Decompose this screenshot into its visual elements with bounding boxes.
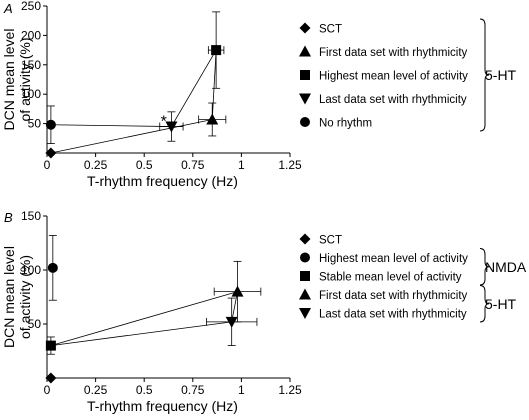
legend-label: SCT (319, 235, 342, 247)
group-label: NMDA (485, 259, 527, 275)
y-tick-label: 50 (28, 117, 42, 131)
y-tick-label: 250 (21, 0, 41, 13)
connection-line (50, 119, 213, 154)
y-tick-label: 150 (21, 209, 41, 223)
legend-label: Last data set with rhythmicity (319, 94, 467, 106)
x-tick-label: 0.5 (136, 383, 153, 397)
x-tick-label: 1 (238, 158, 245, 172)
connection-line (171, 49, 217, 127)
connection-line (231, 291, 238, 322)
x-tick-label: 0.5 (136, 158, 153, 172)
legend-label: Last data set with rhythmicity (319, 309, 467, 321)
x-axis-label: T-rhythm frequency (Hz) (87, 398, 238, 414)
connection-line (50, 291, 238, 346)
x-tick-label: 0.75 (181, 383, 205, 397)
y-axis-label: DCN mean level (1, 246, 17, 348)
legend-marker-square (300, 271, 310, 281)
group-label: 5-HT (485, 67, 517, 83)
connection-line (50, 124, 172, 127)
y-axis-label: of activity (%) (17, 255, 33, 339)
panel-label-B: B (4, 210, 13, 225)
legend-marker-diamond (299, 22, 311, 34)
legend-marker-triangle-up (299, 288, 311, 300)
legend-marker-square (300, 70, 310, 80)
legend-label: Stable mean level of activity (319, 272, 462, 284)
y-tick-label: 50 (28, 317, 42, 331)
data-point-triangle-down (165, 121, 178, 133)
panel-label-A: A (3, 1, 13, 16)
legend-label: First data set with rhythmicity (319, 290, 468, 302)
data-point-square (45, 340, 56, 351)
x-axis-label: T-rhythm frequency (Hz) (87, 173, 238, 189)
y-tick-label: 150 (21, 58, 41, 72)
data-point-diamond (45, 147, 57, 159)
y-axis-label: of activity (%) (17, 37, 33, 121)
y-tick-label: 200 (21, 28, 41, 42)
data-point-triangle-up (231, 285, 244, 297)
x-tick-label: 0 (44, 158, 51, 172)
data-point-triangle-up (206, 113, 219, 125)
x-tick-label: 0.25 (84, 158, 108, 172)
group-bracket (479, 248, 490, 286)
legend-marker-triangle-up (299, 45, 311, 57)
connection-line (211, 50, 217, 120)
legend-marker-triangle-down (299, 308, 311, 319)
legend-label: Highest mean level of activity (319, 253, 468, 265)
group-bracket (479, 285, 490, 323)
connection-line (50, 321, 232, 346)
legend-marker-triangle-down (299, 93, 311, 105)
group-label: 5-HT (485, 296, 517, 312)
data-point-triangle-down (225, 316, 238, 328)
x-tick-label: 0 (44, 383, 51, 397)
x-tick-label: 1 (238, 383, 245, 397)
legend-label: First data set with rhythmicity (319, 47, 468, 59)
x-tick-label: 1.25 (278, 158, 302, 172)
data-point-circle (47, 262, 58, 273)
legend-marker-circle (300, 117, 310, 127)
legend-marker-diamond (299, 233, 311, 245)
legend-label: SCT (319, 24, 342, 36)
x-tick-label: 1.25 (278, 383, 302, 397)
y-axis-label: DCN mean level (1, 29, 17, 131)
y-tick-label: 100 (21, 263, 41, 277)
legend-marker-circle (300, 252, 310, 263)
data-point-circle (45, 119, 56, 130)
data-point-diamond (45, 372, 57, 384)
legend-label: Highest mean level of activity (319, 71, 468, 83)
y-tick-label: 100 (21, 87, 41, 101)
significance-asterisk: * (161, 114, 167, 131)
group-bracket (479, 18, 490, 132)
data-point-square (211, 45, 222, 56)
legend-label: No rhythm (319, 118, 372, 130)
x-tick-label: 0.75 (181, 158, 205, 172)
x-tick-label: 0.25 (84, 383, 108, 397)
